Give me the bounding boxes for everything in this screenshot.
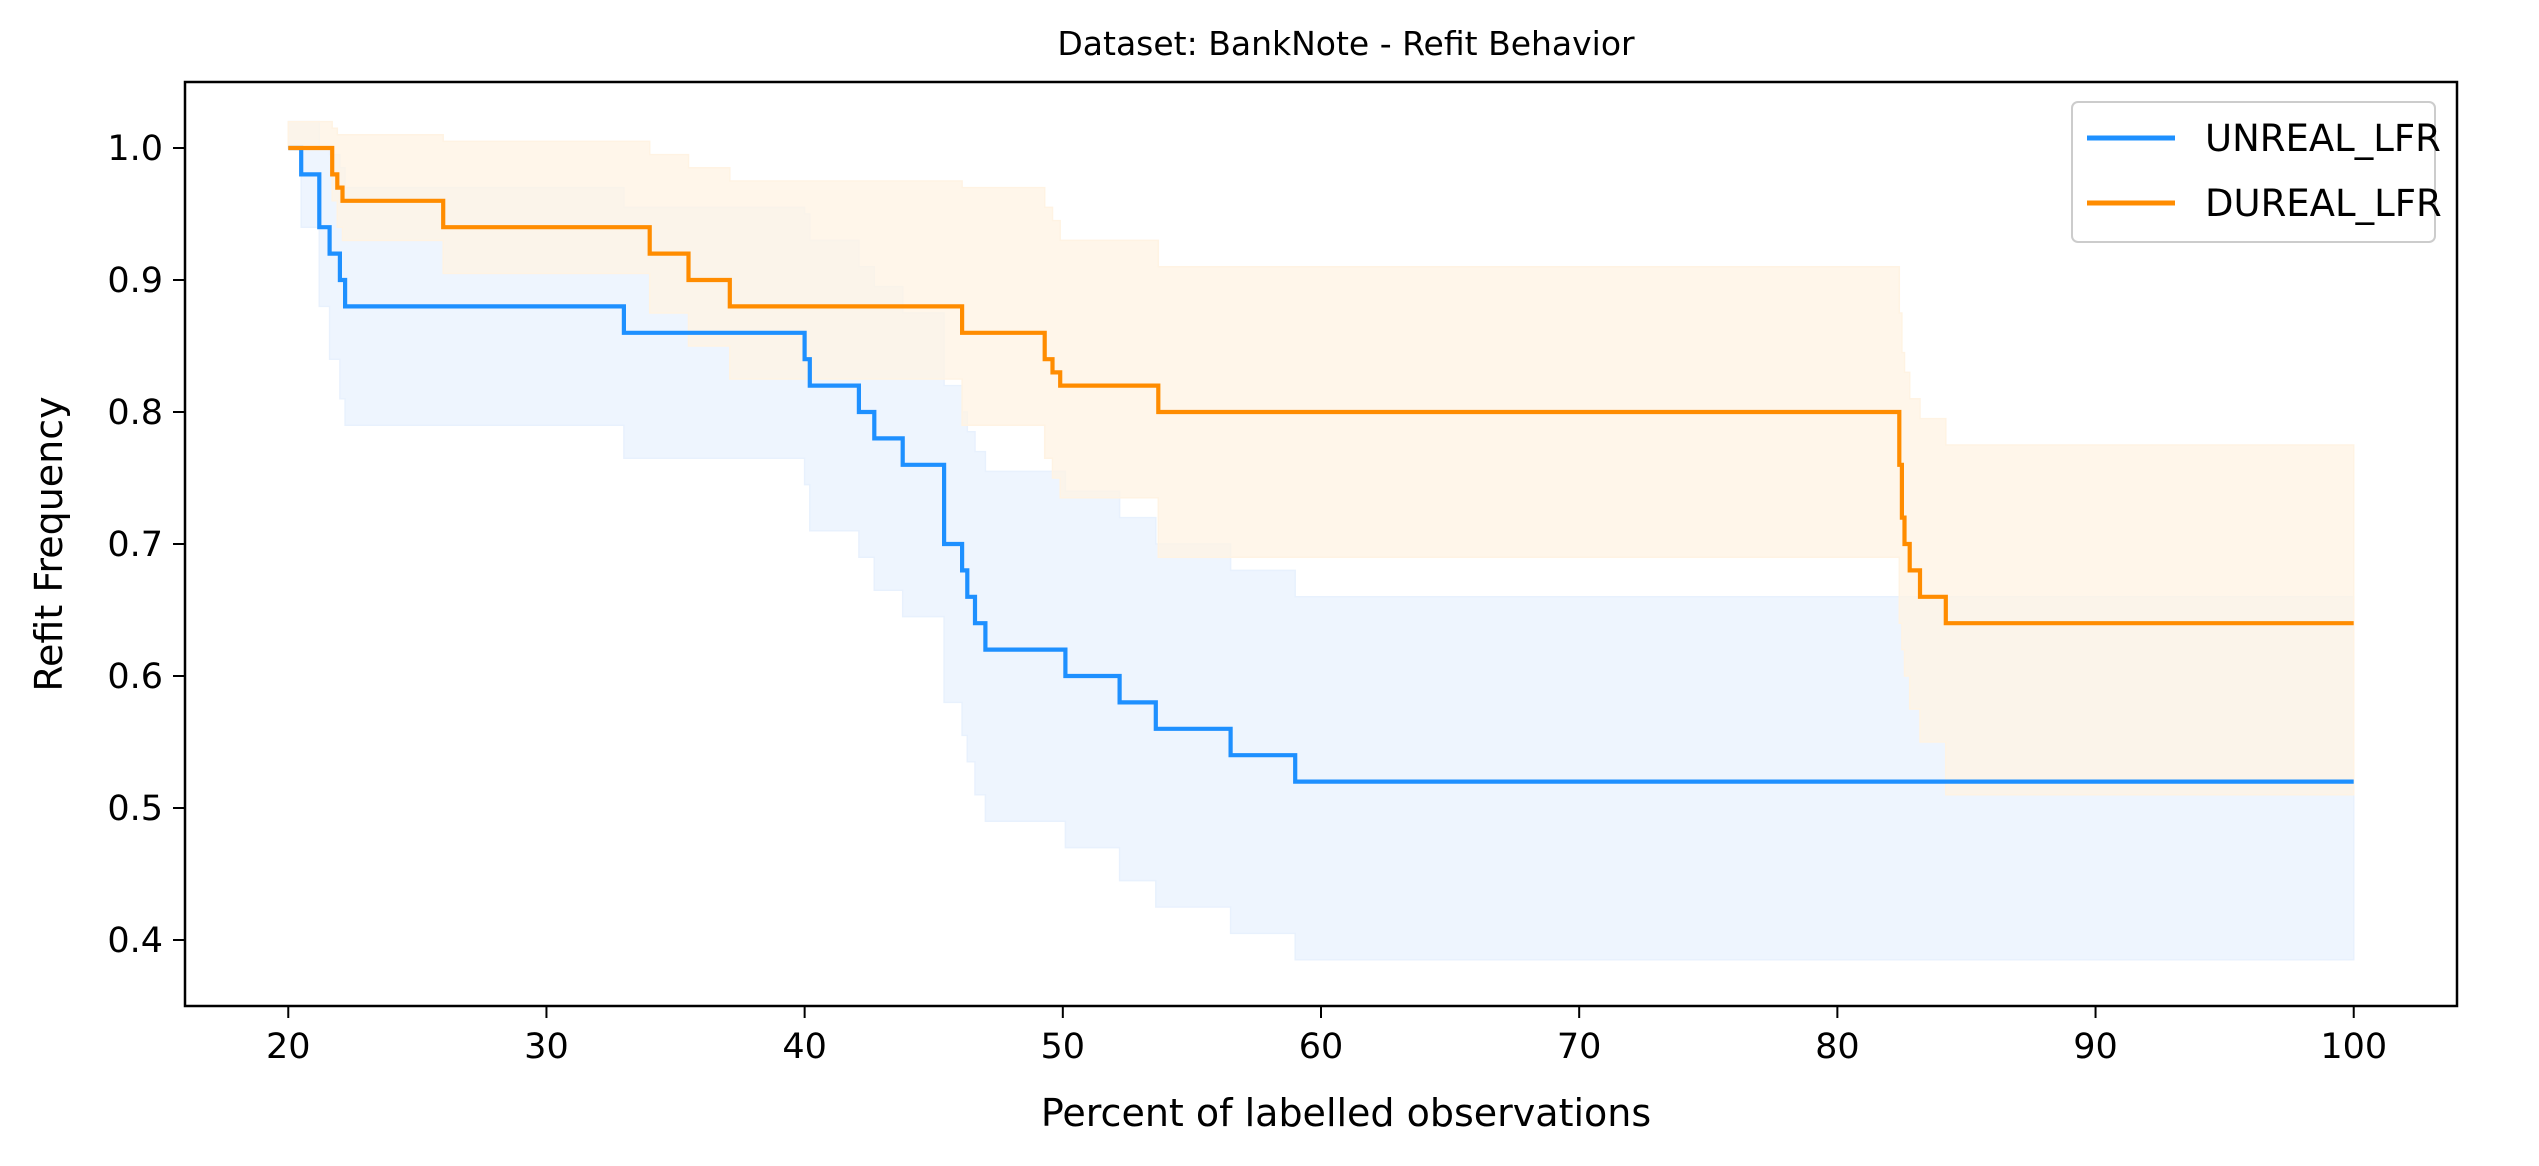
legend-label-unreal-lfr: UNREAL_LFR [2205, 117, 2441, 160]
legend-label-dureal-lfr: DUREAL_LFR [2205, 182, 2442, 225]
chart-title: Dataset: BankNote - Refit Behavior [1057, 24, 1635, 63]
x-tick-label: 100 [2320, 1027, 2387, 1067]
x-tick-label: 50 [1041, 1027, 1086, 1067]
confidence-band-dureal-lfr [287, 120, 2355, 796]
series-lines [288, 145, 2354, 784]
x-tick-label: 30 [524, 1027, 569, 1067]
x-axis-ticks: 20 30 40 50 60 70 80 90 100 [266, 1006, 2387, 1067]
y-tick-label: 0.7 [107, 525, 163, 565]
y-axis-ticks: 0.4 0.5 0.6 0.7 0.8 0.9 1.0 [107, 129, 185, 961]
series-line-dureal-lfr [288, 145, 2354, 626]
legend: UNREAL_LFR DUREAL_LFR [2071, 101, 2442, 243]
y-tick-label: 0.5 [107, 789, 163, 829]
series-line-unreal-lfr [288, 145, 2354, 784]
y-tick-label: 0.6 [107, 657, 163, 697]
y-tick-label: 0.4 [107, 921, 163, 961]
x-axis-label: Percent of labelled observations [1041, 1091, 1651, 1135]
x-tick-label: 20 [266, 1027, 311, 1067]
y-tick-label: 1.0 [107, 129, 163, 169]
x-tick-label: 40 [782, 1027, 827, 1067]
x-tick-label: 90 [2073, 1027, 2118, 1067]
y-tick-label: 0.8 [107, 393, 163, 433]
x-tick-label: 60 [1299, 1027, 1344, 1067]
y-tick-label: 0.9 [107, 261, 163, 301]
x-tick-label: 80 [1815, 1027, 1860, 1067]
x-tick-label: 70 [1557, 1027, 1602, 1067]
y-axis-label: Refit Frequency [27, 396, 71, 691]
